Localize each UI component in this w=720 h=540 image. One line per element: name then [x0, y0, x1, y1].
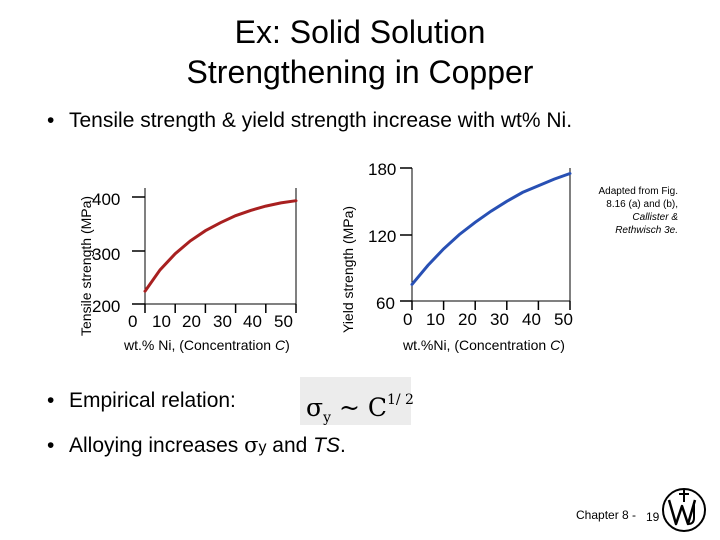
- bullet-dot: •: [47, 109, 55, 132]
- yield-x-tick-50: 50: [554, 310, 573, 329]
- formula-box: [300, 377, 411, 425]
- formula-c: C: [367, 393, 387, 422]
- yield-y-tick-180: 180: [368, 160, 397, 179]
- bullet-1: • Tensile strength & yield strength incre…: [47, 108, 572, 134]
- tensile-x-ticks: [144, 304, 297, 313]
- tensile-y-tick-200: 200: [92, 297, 121, 316]
- tensile-x-tick-40: 40: [243, 312, 262, 331]
- empirical-formula: σy ~ C1/ 2: [306, 380, 414, 438]
- bullet-3-sigma: σ: [244, 433, 259, 457]
- source-note-line-2: 8.16 (a) and (b),: [606, 199, 678, 210]
- yield-x-tick-0: 0: [403, 310, 413, 329]
- title-line-1: Ex: Solid Solution: [234, 14, 486, 50]
- bullet-3-and: and: [266, 434, 314, 457]
- yield-x-tick-40: 40: [522, 310, 541, 329]
- footer-page-number: 19: [646, 510, 660, 524]
- footer-chapter: Chapter 8 -: [576, 508, 637, 522]
- bullet-3: • Alloying increases σy and TS.: [47, 432, 346, 461]
- bullet-3-sub: y: [258, 439, 267, 456]
- tensile-x-tick-50: 50: [274, 312, 293, 331]
- title-line-2: Strengthening in Copper: [186, 54, 534, 90]
- bullet-1-text: Tensile strength & yield strength increa…: [69, 109, 573, 132]
- bullet-3-end: .: [340, 434, 346, 457]
- tensile-y-tick-400: 400: [92, 190, 121, 209]
- tensile-y-tick-300: 300: [92, 245, 121, 264]
- tensile-x-tick-30: 30: [213, 312, 232, 331]
- bullet-3-ts: TS: [313, 434, 340, 457]
- source-note-line-1: Adapted from Fig.: [598, 186, 678, 197]
- yield-x-tick-20: 20: [458, 310, 477, 329]
- yield-axes: [400, 167, 571, 302]
- formula-sigma: σ: [306, 393, 324, 422]
- bullet-3-prefix: Alloying increases: [69, 434, 245, 457]
- yield-x-ticks: [411, 301, 571, 310]
- formula-tilde: ~: [331, 393, 368, 422]
- tensile-x-axis-label: wt.% Ni, (Concentration C): [124, 337, 290, 353]
- bullet-dot: •: [47, 434, 55, 457]
- bullet-2: • Empirical relation:: [47, 388, 236, 414]
- source-note: Adapted from Fig. 8.16 (a) and (b), Call…: [566, 185, 678, 237]
- tensile-series-line: [143, 199, 298, 293]
- source-note-line-3: Callister &: [632, 212, 678, 223]
- yield-series-line: [410, 172, 572, 286]
- slide-title: Ex: Solid Solution Strengthening in Copp…: [0, 12, 720, 92]
- source-note-line-4: Rethwisch 3e.: [615, 225, 678, 236]
- yield-x-axis-label: wt.%Ni, (Concentration C): [403, 337, 565, 353]
- bullet-dot: •: [47, 389, 55, 412]
- bullet-2-text: Empirical relation:: [69, 389, 236, 412]
- formula-exponent: 1/ 2: [386, 392, 414, 408]
- tensile-x-tick-20: 20: [182, 312, 201, 331]
- yield-y-tick-60: 60: [376, 294, 395, 313]
- yield-x-tick-10: 10: [426, 310, 445, 329]
- tensile-x-tick-10: 10: [152, 312, 171, 331]
- publisher-logo-icon: [662, 488, 706, 532]
- tensile-x-tick-0: 0: [128, 312, 138, 331]
- yield-x-tick-30: 30: [490, 310, 509, 329]
- formula-sub: y: [323, 410, 331, 426]
- yield-y-tick-120: 120: [368, 227, 397, 246]
- tensile-axes: [132, 188, 297, 305]
